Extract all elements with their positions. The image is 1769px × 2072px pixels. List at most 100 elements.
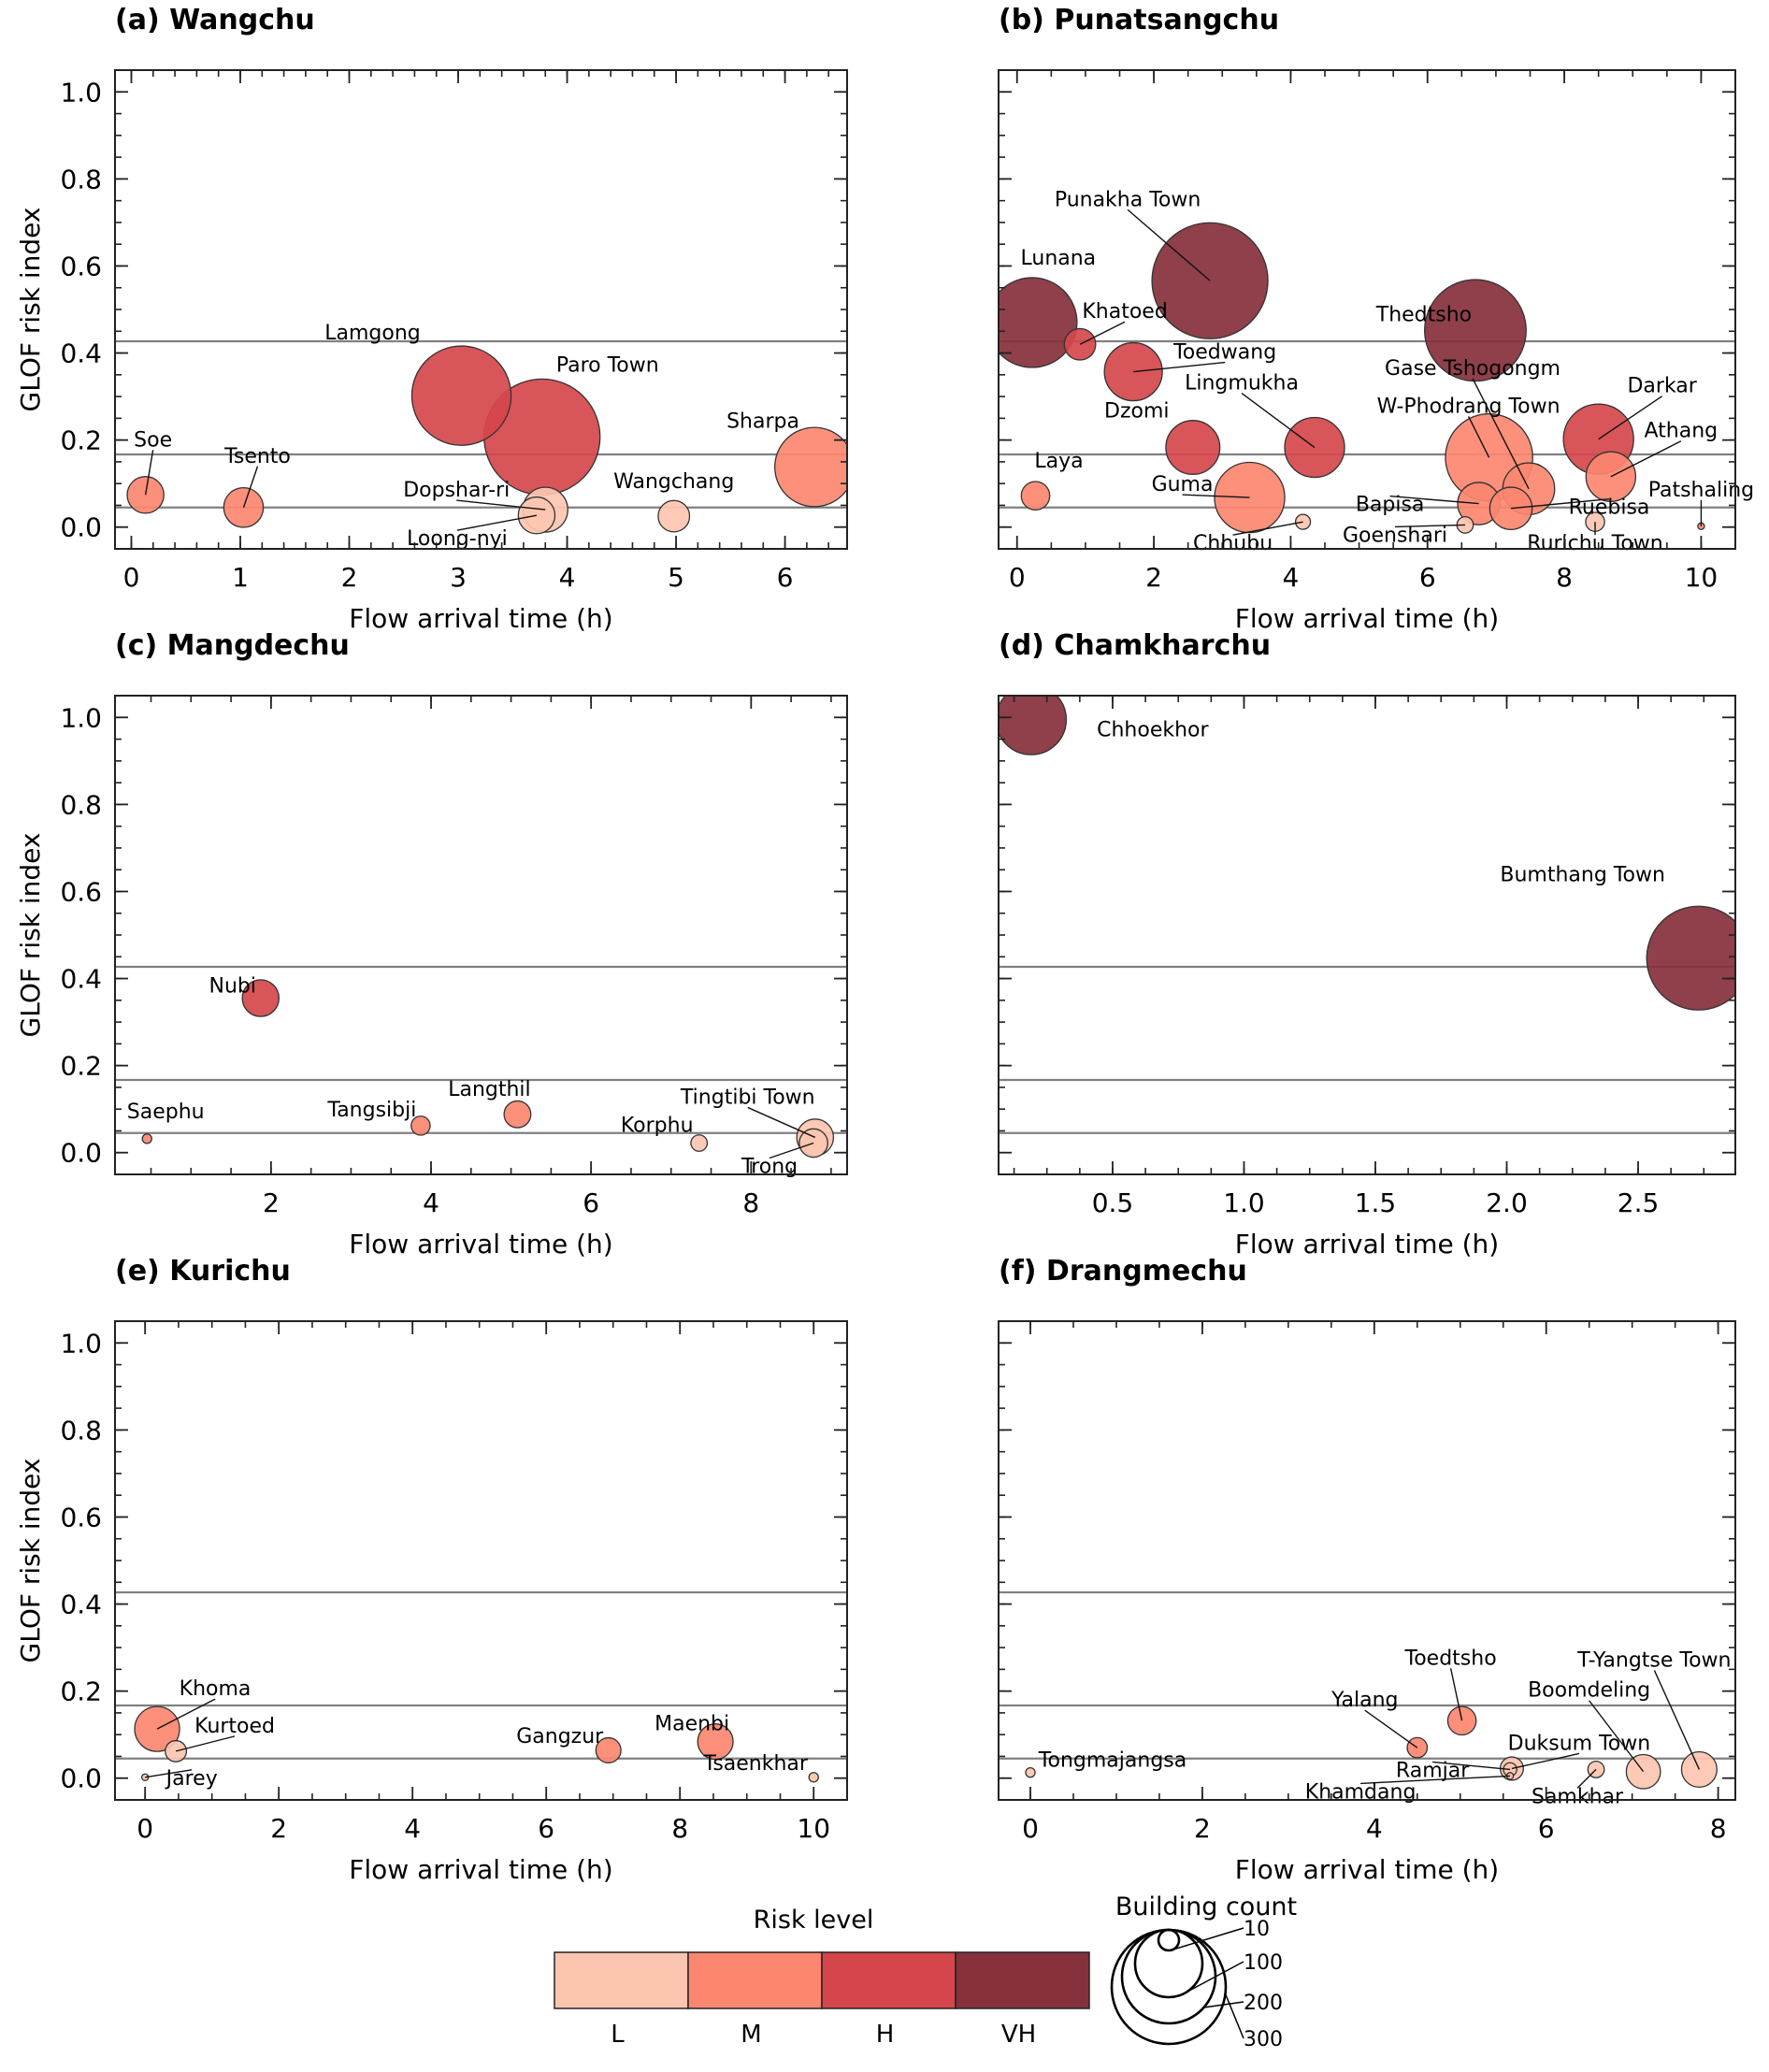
point-label: Sharpa [726,410,799,433]
x-axis-label: Flow arrival time (h) [1235,1229,1499,1259]
bubble-laya [1020,481,1051,511]
point-label: Wangchang [613,470,734,494]
x-tick-label: 10 [797,1813,830,1844]
bubble-tsento [223,486,265,528]
bubble-thedtsho [1424,279,1527,382]
panel-b: (b) Punatsangchu Punakha Town Lunana Khatoe… [998,4,1754,634]
point-label: Bumthang Town [1500,864,1665,887]
x-tick-label: 8 [1710,1813,1727,1844]
y-tick-label: 1.0 [60,1328,102,1359]
label-leader-line [1133,361,1226,373]
x-tick-label: 0.5 [1092,1187,1134,1218]
point-label: Khoma [180,1677,252,1701]
y-tick-label: 0.6 [60,876,102,907]
point-label: Goenshari [1343,524,1447,547]
panel-title: (f) Drangmechu [999,1255,1247,1288]
y-tick-label: 1.0 [60,702,102,733]
y-tick-label: 0.4 [60,1590,102,1620]
point-label: Tingtibi Town [680,1086,815,1109]
label-leader-line [1511,1752,1580,1770]
y-tick-label: 0.8 [60,1415,102,1446]
bubble-langthil [503,1100,532,1129]
x-tick-label: 0 [137,1813,153,1844]
x-tick-label: 0 [123,562,140,593]
x-tick-label: 1 [232,562,249,593]
x-tick-label: 3 [450,562,467,593]
point-label: Chhubu [1193,532,1273,555]
x-tick-label: 2.0 [1486,1187,1528,1218]
point-label: Gase Tshogongm [1385,357,1560,381]
x-tick-label: 2.5 [1618,1187,1660,1218]
label-leader-line [1182,494,1250,498]
size-legend-circle [1133,1928,1204,1999]
panel-title: (e) Kurichu [115,1255,291,1288]
risk-swatch-m [687,1951,823,2009]
x-tick-label: 4 [423,1187,439,1218]
point-label: W-Phodrang Town [1377,395,1560,418]
panel-title: (d) Chamkharchu [999,629,1271,662]
size-legend-leader [1224,1993,1244,2039]
label-leader-line [1510,498,1610,510]
x-tick-label: 2 [1194,1813,1211,1844]
panel-title: (b) Punatsangchu [999,4,1279,36]
points [999,696,1735,1011]
label-leader-line [1127,209,1211,281]
y-axis-label: GLOF risk index [15,1459,46,1663]
point-label: Gangzur [516,1725,604,1748]
bubble-saephu [141,1133,152,1144]
size-legend-label: 300 [1244,2028,1283,2051]
bubble-gangzur [595,1736,622,1763]
x-tick-label: 6 [582,1187,599,1218]
label-leader-line [1232,521,1303,536]
y-tick-label: 0.0 [60,1138,102,1169]
risk-swatch-label: L [611,2021,625,2049]
points [126,345,847,535]
size-legend-label: 100 [1244,1951,1283,1975]
bubble-wangchang [657,499,691,533]
point-label: Athang [1645,420,1719,443]
point-label: Rurichu Town [1527,532,1662,555]
y-tick-label: 0.0 [60,512,102,543]
bubble-nubi [241,979,280,1017]
label-leader-line [1653,1670,1701,1770]
y-tick-label: 0.6 [60,1502,102,1532]
label-leader-line [1610,440,1682,478]
x-tick-label: 8 [1556,562,1573,593]
point-label: Saephu [127,1101,205,1124]
point-label: Patshaling [1648,479,1754,502]
y-tick-label: 0.8 [60,789,102,820]
bubble-korphu [690,1134,709,1152]
x-axis-label: Flow arrival time (h) [349,603,612,634]
point-label: Paro Town [556,353,659,377]
x-tick-label: 4 [1366,1813,1383,1844]
label-leader-line [1598,396,1663,440]
x-tick-label: 0 [1022,1813,1039,1844]
label-leader-line [1472,378,1530,490]
x-tick-label: 8 [742,1187,759,1218]
x-tick-label: 1.5 [1355,1187,1397,1218]
label-leader-line [1589,1700,1645,1773]
bubble-lunana [999,277,1078,368]
panel-title: (c) Mangdechu [115,629,350,662]
label-leader-line [456,499,546,511]
size-legend-leader [1172,1927,1244,1951]
label-leader-line [1079,321,1126,345]
label-leader-line [175,1735,236,1752]
point-label: Lamgong [324,322,421,345]
y-tick-label: 0.4 [60,338,102,369]
x-tick-label: 4 [1283,562,1300,593]
x-axis-label: Flow arrival time (h) [349,1854,612,1885]
x-tick-label: 2 [1145,562,1162,593]
risk-swatch-l [554,1951,689,2009]
point-label: Khatoed [1082,300,1167,324]
size-legend-circle [1120,1928,1217,2025]
x-axis-label: Flow arrival time (h) [1235,1854,1499,1885]
label-leader-line [1394,524,1466,528]
x-axis-label: Flow arrival time (h) [349,1229,612,1259]
label-leader-line [1432,1761,1511,1771]
x-tick-label: 6 [1419,562,1436,593]
y-tick-label: 0.2 [60,425,102,456]
risk-swatch-h [821,1951,956,2009]
point-label: Guma [1152,473,1214,496]
x-tick-label: 4 [559,562,576,593]
